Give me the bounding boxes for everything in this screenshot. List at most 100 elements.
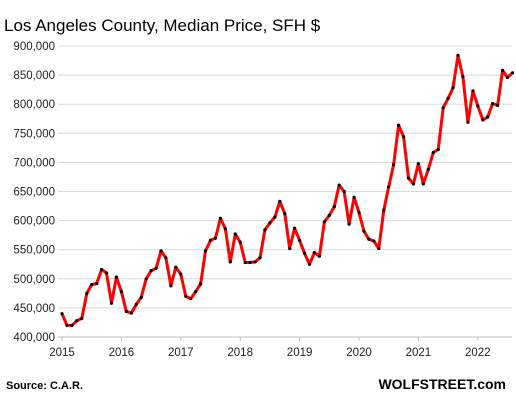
x-tick-label: 2017 <box>168 347 194 359</box>
data-point <box>451 86 455 90</box>
data-point <box>90 283 94 287</box>
data-point <box>466 120 470 124</box>
data-point <box>347 222 351 226</box>
data-point <box>481 118 485 122</box>
data-point <box>397 123 401 127</box>
x-axis-ticks: 2015 2016 2017 2018 2019 2020 2021 2022 <box>49 337 491 359</box>
data-point <box>273 215 277 219</box>
data-point <box>327 213 331 217</box>
y-tick-label: 600,000 <box>13 216 55 228</box>
data-point <box>362 229 366 233</box>
data-point <box>496 103 500 107</box>
data-point <box>411 182 415 186</box>
y-tick-label: 850,000 <box>13 70 55 82</box>
data-point <box>293 226 297 230</box>
data-point <box>476 104 480 108</box>
data-point <box>75 319 79 323</box>
x-tick-label: 2019 <box>287 347 313 359</box>
data-point <box>258 256 262 260</box>
data-point <box>505 75 510 79</box>
data-point <box>268 221 272 225</box>
data-point <box>441 106 445 110</box>
data-point <box>322 220 326 224</box>
data-point <box>377 246 381 251</box>
data-point <box>367 237 371 241</box>
chart-title: Los Angeles County, Median Price, SFH $ <box>4 16 321 35</box>
data-point <box>85 291 89 295</box>
data-point <box>342 189 346 194</box>
data-point <box>263 228 267 232</box>
data-point <box>283 212 287 216</box>
y-tick-label: 500,000 <box>13 274 55 286</box>
data-point <box>253 260 257 264</box>
data-points <box>60 53 515 327</box>
data-point <box>501 68 505 72</box>
data-point <box>426 167 430 171</box>
data-point <box>154 266 158 270</box>
data-point <box>174 265 178 269</box>
data-point <box>114 275 118 279</box>
y-tick-label: 400,000 <box>13 332 55 344</box>
data-point <box>337 183 341 187</box>
x-tick-label: 2021 <box>406 347 432 359</box>
data-point <box>213 236 218 240</box>
data-point <box>288 246 292 251</box>
data-point <box>510 71 515 75</box>
data-point <box>144 277 148 281</box>
x-tick-label: 2020 <box>346 347 372 359</box>
data-point <box>80 316 84 320</box>
data-point <box>402 135 406 139</box>
data-point <box>406 176 411 180</box>
data-point <box>129 311 133 315</box>
data-point <box>134 302 138 306</box>
y-axis-ticks: 400,000 450,000 500,000 550,000 600,000 650,0… <box>13 41 55 344</box>
data-point <box>70 323 74 327</box>
x-tick-label: 2022 <box>465 347 491 359</box>
data-point <box>317 254 321 258</box>
y-tick-label: 700,000 <box>13 157 55 169</box>
data-point <box>461 75 465 79</box>
data-point <box>203 249 208 253</box>
source-note: Source: C.A.R. <box>6 380 83 392</box>
data-point <box>184 294 188 298</box>
data-point <box>228 260 232 264</box>
data-point <box>119 290 123 294</box>
data-point <box>436 148 440 152</box>
data-point <box>208 238 213 242</box>
data-point <box>471 89 475 93</box>
data-point <box>218 216 222 220</box>
data-point <box>149 269 153 273</box>
data-point <box>332 205 336 209</box>
data-point <box>194 290 198 294</box>
data-point <box>302 251 307 255</box>
y-tick-label: 650,000 <box>13 187 55 199</box>
y-tick-label: 450,000 <box>13 303 55 315</box>
data-point <box>298 238 302 242</box>
x-tick-label: 2015 <box>49 347 75 359</box>
data-point <box>446 96 450 100</box>
y-tick-label: 750,000 <box>13 128 55 140</box>
data-point <box>60 312 64 316</box>
data-point <box>491 102 495 106</box>
x-tick-label: 2018 <box>227 347 253 359</box>
data-point <box>382 208 386 212</box>
data-point <box>179 272 183 276</box>
data-point <box>416 162 420 166</box>
x-tick-label: 2016 <box>109 347 135 359</box>
y-tick-label: 800,000 <box>13 99 55 111</box>
data-point <box>238 240 242 244</box>
data-point <box>124 309 128 313</box>
data-point <box>486 115 490 119</box>
data-point <box>95 281 99 286</box>
data-point <box>431 150 435 155</box>
data-point <box>278 199 282 203</box>
data-point <box>243 260 247 265</box>
y-tick-label: 550,000 <box>13 245 55 257</box>
data-point <box>169 284 173 288</box>
data-point <box>421 182 425 186</box>
data-point <box>139 295 143 299</box>
data-point <box>248 260 252 265</box>
data-point <box>65 323 69 327</box>
data-point <box>164 256 168 260</box>
